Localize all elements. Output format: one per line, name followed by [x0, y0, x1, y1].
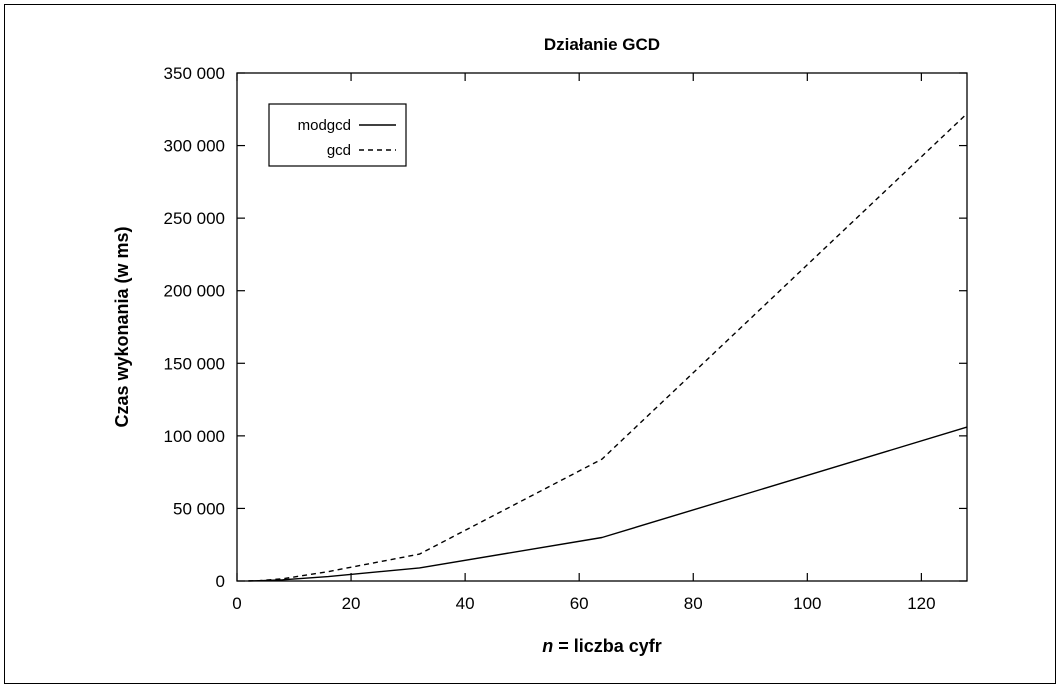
legend-box — [268, 103, 407, 167]
y-tick-label: 50 000 — [173, 499, 225, 518]
x-tick-label: 60 — [570, 594, 589, 613]
lines-layer — [248, 113, 968, 582]
chart-title: Działanie GCD — [544, 35, 660, 54]
x-axis-label-text: = liczba cyfr — [553, 636, 662, 656]
y-tick-label: 200 000 — [164, 282, 225, 301]
y-tick-label: 100 000 — [164, 427, 225, 446]
y-tick-label: 300 000 — [164, 137, 225, 156]
x-tick-label: 100 — [793, 594, 821, 613]
x-tick-label: 40 — [456, 594, 475, 613]
y-tick-label: 0 — [216, 572, 225, 591]
series-line-modgcd — [248, 426, 968, 582]
series-line-gcd — [248, 113, 968, 582]
ticks-layer: 0 50 000 100 000 150 000 200 000 250 000 300 0… — [164, 64, 967, 613]
y-axis-label: Czas wykonania (w ms) — [112, 226, 132, 427]
y-tick-label: 350 000 — [164, 64, 225, 83]
y-tick-label: 150 000 — [164, 354, 225, 373]
legend: modgcd gcd — [268, 103, 407, 167]
x-axis-label-variable: n — [542, 636, 553, 656]
legend-label-gcd: gcd — [327, 142, 351, 159]
x-tick-label: 20 — [342, 594, 361, 613]
figure-frame — [4, 4, 1056, 684]
x-tick-label: 0 — [232, 594, 241, 613]
legend-label-modgcd: modgcd — [298, 117, 351, 134]
plot-area — [236, 72, 968, 582]
x-tick-label: 80 — [684, 594, 703, 613]
x-tick-label: 120 — [907, 594, 935, 613]
x-axis-label: n = liczba cyfr — [542, 636, 662, 656]
y-tick-label: 250 000 — [164, 209, 225, 228]
